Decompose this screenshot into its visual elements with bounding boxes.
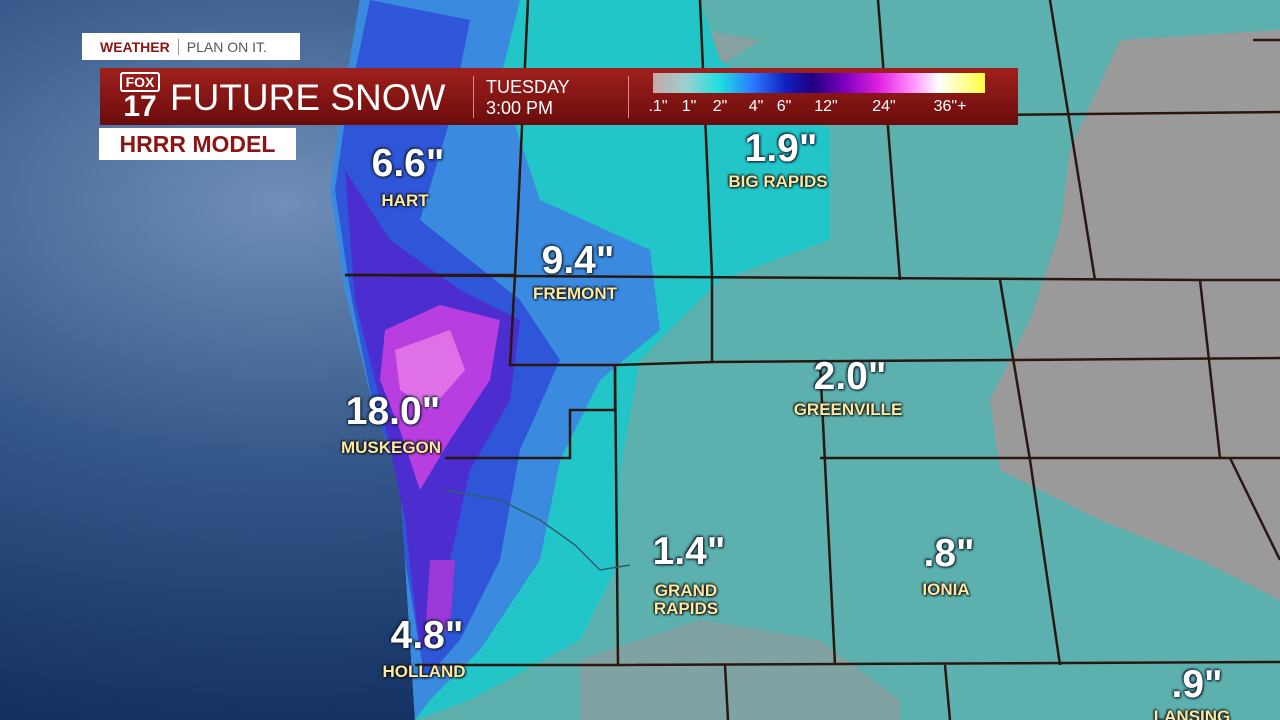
snow-amount: 1.9" — [744, 127, 818, 170]
time: 3:00 PM — [486, 98, 554, 118]
legend-label: 36"+ — [933, 98, 967, 115]
snow-amount: .9" — [1171, 663, 1223, 706]
city-name: HOLLAND — [382, 662, 466, 681]
model-label: HRRR MODEL — [99, 128, 296, 160]
logo-number: 17 — [123, 90, 157, 123]
snow-amount: 2.0" — [813, 355, 887, 398]
legend-label: 4" — [748, 98, 764, 115]
city-name: MUSKEGON — [340, 438, 442, 457]
title: FUTURE SNOW — [170, 77, 446, 118]
legend-label: 2" — [712, 98, 728, 115]
separator — [473, 76, 474, 118]
snow-amount: 1.4" — [652, 530, 726, 573]
legend-gradient — [653, 73, 985, 93]
snow-amount: 9.4" — [541, 239, 615, 282]
separator — [628, 76, 629, 118]
legend-label: 24" — [872, 98, 896, 115]
snow-amount: 6.6" — [371, 142, 445, 185]
legend-label: .1" — [648, 98, 668, 115]
legend-label: 6" — [776, 98, 792, 115]
legend-label: 12" — [814, 98, 838, 115]
valid-time: TUESDAY 3:00 PM — [486, 77, 570, 119]
city-name: BIG RAPIDS — [728, 172, 828, 191]
legend-label: 1" — [681, 98, 697, 115]
day: TUESDAY — [486, 77, 570, 97]
logo: FOX 17 — [120, 72, 160, 122]
city-name: HART — [381, 191, 429, 210]
city-name: GREENVILLE — [793, 400, 903, 419]
city-name: LANSING — [1153, 707, 1231, 720]
city-name: IONIA — [922, 580, 970, 599]
snow-amount: 18.0" — [345, 390, 441, 433]
logo-text: FOX — [120, 72, 160, 92]
city-name: FREMONT — [532, 284, 618, 303]
brand-slogan: PLAN ON IT. — [186, 38, 267, 55]
brand-word: WEATHER — [82, 38, 179, 55]
brand-tag: WEATHER PLAN ON IT. — [82, 33, 300, 60]
snow-amount: .8" — [923, 532, 975, 575]
city-name: GRAND RAPIDS — [653, 581, 719, 618]
snow-amount: 4.8" — [390, 614, 464, 657]
